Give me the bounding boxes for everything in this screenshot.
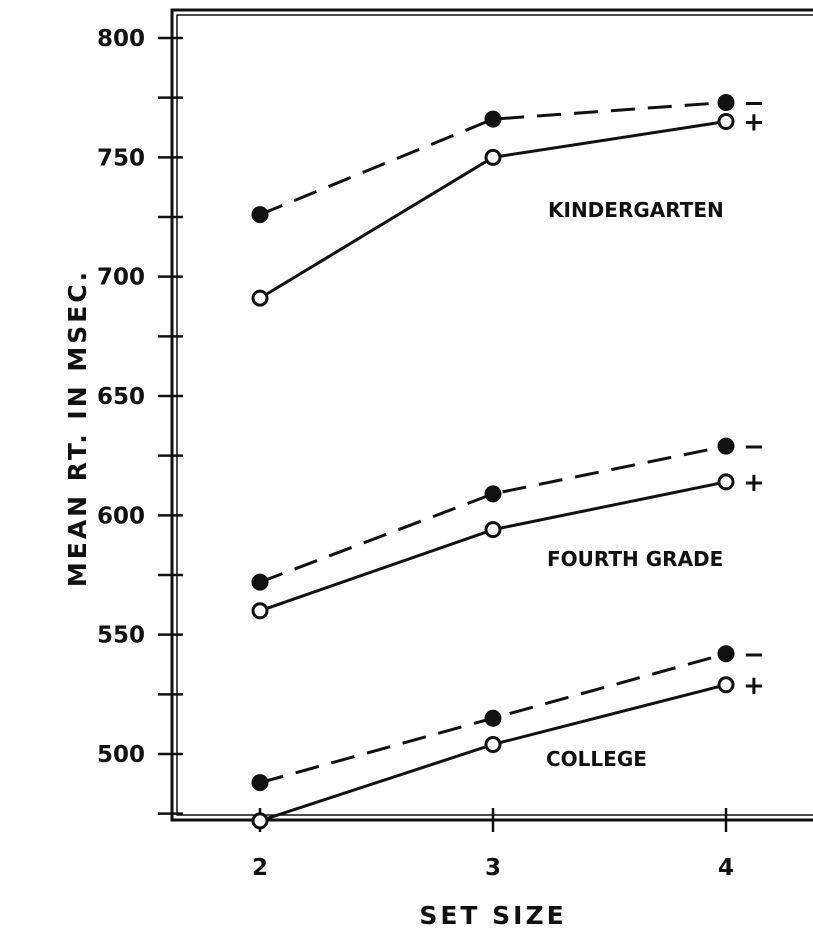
x-axis-title: SET SIZE	[419, 901, 566, 930]
kindergarten-minus-point-3	[484, 110, 502, 128]
fourth-grade-label: FOURTH GRADE	[547, 547, 723, 571]
kindergarten-plus-point-4	[717, 113, 735, 131]
fourth-grade-plus-point-2	[251, 602, 269, 620]
fourth-grade-minus-sign: −	[743, 432, 765, 462]
fourth-grade-minus-point-3	[484, 485, 502, 503]
y-tick-label-500: 500	[97, 742, 145, 768]
group-labels: KINDERGARTEN FOURTH GRADE COLLEGE	[546, 198, 724, 771]
x-tick-label-4: 4	[718, 855, 734, 881]
y-tick-label-700: 700	[97, 265, 145, 291]
x-tick-label-3: 3	[485, 855, 501, 881]
y-tick-label-600: 600	[97, 503, 145, 529]
series-layer: −+−+−+	[251, 88, 765, 830]
fourth-grade-plus-point-4	[717, 473, 735, 491]
fourth-grade-plus-sign: +	[743, 468, 765, 498]
college-plus-point-2	[251, 812, 269, 830]
fourth-grade-minus-point-2	[251, 573, 269, 591]
college-minus-point-3	[484, 709, 502, 727]
y-axis-tick-labels: 500 550 600 650 700 750 800	[97, 26, 145, 768]
college-minus-sign: −	[743, 640, 765, 670]
fourth-grade-minus-point-4	[717, 437, 735, 455]
y-tick-label-550: 550	[97, 623, 145, 649]
kindergarten-plus-sign: +	[743, 108, 765, 138]
y-tick-label-800: 800	[97, 26, 145, 52]
college-minus-point-2	[251, 774, 269, 792]
x-axis-tick-labels: 2 3 4	[252, 855, 734, 881]
kindergarten-plus-point-3	[484, 148, 502, 166]
college-plus-sign: +	[743, 671, 765, 701]
college-minus-point-4	[717, 645, 735, 663]
fourth-grade-minus-line	[259, 444, 727, 584]
y-tick-label-650: 650	[97, 384, 145, 410]
kindergarten-minus-point-2	[251, 206, 269, 224]
college-plus-point-3	[484, 735, 502, 753]
college-label: COLLEGE	[546, 747, 647, 771]
college-plus-point-4	[717, 676, 735, 694]
kindergarten-minus-line	[259, 100, 727, 217]
x-tick-label-2: 2	[252, 855, 268, 881]
y-axis-title: MEAN RT. IN MSEC.	[63, 269, 92, 587]
fourth-grade-plus-point-3	[484, 521, 502, 539]
y-axis-ticks	[158, 36, 183, 815]
y-tick-label-750: 750	[97, 145, 145, 171]
kindergarten-minus-sign: −	[743, 88, 765, 118]
plot-frame	[170, 8, 813, 822]
kindergarten-label: KINDERGARTEN	[548, 198, 724, 222]
kindergarten-minus-point-4	[717, 93, 735, 111]
kindergarten-plus-point-2	[251, 289, 269, 307]
